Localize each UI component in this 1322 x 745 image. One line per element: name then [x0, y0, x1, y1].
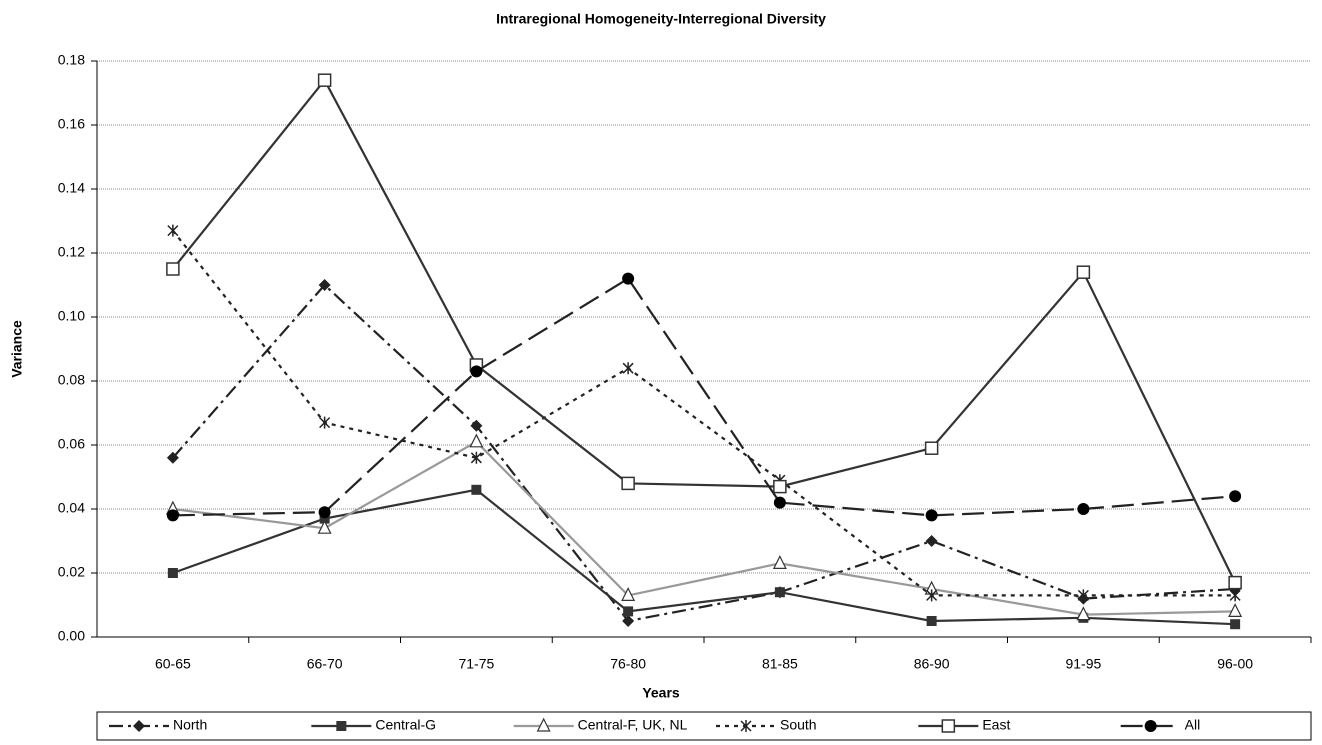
- x-tick-label: 91-95: [1065, 656, 1101, 672]
- legend-box: [96, 711, 1312, 741]
- chart-title: Intraregional Homogeneity-Interregional …: [496, 11, 826, 27]
- marker: [1229, 589, 1241, 602]
- marker: [1076, 265, 1091, 279]
- marker: [470, 365, 483, 378]
- x-tick-label: 60-65: [155, 656, 191, 672]
- marker: [622, 615, 635, 627]
- x-tick-label: 81-85: [762, 656, 798, 672]
- legend-label: North: [173, 717, 207, 733]
- marker: [773, 496, 786, 509]
- marker: [470, 451, 482, 464]
- legend-label: South: [780, 717, 817, 733]
- marker: [926, 616, 937, 626]
- marker: [470, 419, 483, 432]
- marker: [1228, 603, 1243, 618]
- legend-marker: [536, 717, 551, 732]
- marker: [317, 73, 332, 87]
- series-line: [172, 78, 1237, 584]
- marker: [925, 509, 938, 522]
- x-tick-label: 76-80: [610, 656, 646, 672]
- marker: [621, 476, 635, 491]
- x-tick-label: 96-00: [1217, 656, 1253, 672]
- series-line: [172, 440, 1236, 616]
- marker: [1076, 606, 1091, 621]
- x-tick-label: 66-70: [307, 656, 343, 672]
- y-tick-label: 0.18: [58, 52, 85, 68]
- marker: [318, 279, 331, 291]
- y-tick-label: 0.10: [58, 308, 85, 324]
- marker: [623, 606, 634, 617]
- marker: [622, 362, 634, 375]
- x-axis-label: Years: [642, 685, 680, 701]
- y-tick-label: 0.12: [58, 244, 85, 260]
- marker: [1077, 503, 1090, 515]
- marker: [319, 513, 330, 524]
- marker: [773, 479, 787, 494]
- marker: [1228, 575, 1242, 590]
- marker: [772, 555, 787, 570]
- legend-label: Central-G: [375, 717, 436, 733]
- series-line: [172, 283, 1236, 623]
- legend-marker: [941, 719, 956, 733]
- marker: [1230, 619, 1241, 630]
- series-line: [172, 277, 1236, 517]
- y-tick-label: 0.00: [58, 628, 85, 644]
- marker: [471, 484, 482, 495]
- series-line: [172, 229, 1236, 597]
- y-tick-label: 0.14: [58, 180, 85, 196]
- y-tick-label: 0.08: [58, 372, 85, 388]
- legend-marker: [740, 720, 752, 732]
- marker: [166, 262, 180, 276]
- x-tick-label: 86-90: [914, 656, 950, 672]
- legend-label: All: [1185, 717, 1201, 733]
- x-tick-label: 71-75: [458, 656, 494, 672]
- marker: [317, 519, 332, 534]
- legend-marker: [336, 721, 347, 731]
- y-tick-label: 0.04: [58, 500, 85, 516]
- marker: [1229, 490, 1242, 503]
- marker: [166, 451, 179, 464]
- marker: [621, 587, 636, 602]
- marker: [924, 441, 939, 455]
- marker: [167, 224, 179, 237]
- legend-marker: [133, 720, 145, 732]
- legend-marker: [1144, 720, 1157, 732]
- marker: [774, 587, 785, 598]
- y-tick-label: 0.06: [58, 436, 85, 452]
- marker: [926, 589, 938, 602]
- marker: [622, 272, 635, 285]
- marker: [318, 506, 331, 519]
- y-tick-label: 0.02: [58, 564, 85, 580]
- marker: [319, 416, 331, 429]
- y-axis-label: Variance: [9, 320, 25, 378]
- y-tick-label: 0.16: [58, 116, 85, 132]
- legend-label: Central-F, UK, NL: [578, 717, 688, 733]
- marker: [166, 509, 179, 522]
- marker: [469, 433, 484, 448]
- marker: [925, 535, 938, 547]
- series-line: [172, 488, 1236, 626]
- legend-label: East: [982, 717, 1010, 733]
- marker: [167, 568, 178, 578]
- marker: [1077, 589, 1089, 602]
